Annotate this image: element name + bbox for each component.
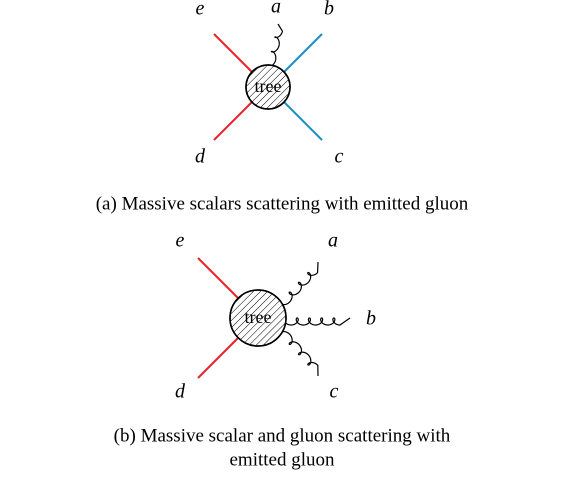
caption: emitted gluon — [229, 449, 335, 470]
leg-label: d — [195, 146, 206, 168]
scalar-line — [198, 336, 240, 378]
scalar-line — [284, 34, 322, 72]
tree-label: tree — [255, 76, 282, 96]
figure: tree e a b d c (a) Massive scalars scatt… — [0, 0, 564, 482]
diagram-b: tree e a b d c (b) Massive scalar and gl… — [114, 230, 451, 471]
scalar-line — [214, 102, 252, 140]
leg-label: c — [330, 381, 339, 403]
scalar-line — [214, 34, 252, 72]
diagram-a: tree e a b d c (a) Massive scalars scatt… — [96, 0, 469, 214]
leg-label: b — [366, 308, 376, 330]
tree-label: tree — [245, 307, 272, 327]
caption: (b) Massive scalar and gluon scattering … — [114, 425, 451, 446]
leg-label: a — [328, 230, 338, 252]
page: {"diagrams": [ {"labels": {"e": "e", "a"… — [0, 0, 564, 482]
scalar-line — [284, 102, 322, 140]
leg-label: c — [335, 146, 344, 168]
gluon — [268, 24, 282, 66]
leg-label: a — [271, 0, 281, 18]
leg-label: e — [176, 230, 185, 252]
gluon — [284, 318, 350, 325]
gluon — [280, 332, 318, 376]
scalar-line — [198, 258, 240, 300]
caption: (a) Massive scalars scattering with emit… — [96, 193, 469, 214]
gluon — [280, 262, 318, 305]
leg-label: e — [196, 0, 205, 20]
leg-label: d — [175, 381, 186, 403]
leg-label: b — [324, 0, 334, 20]
